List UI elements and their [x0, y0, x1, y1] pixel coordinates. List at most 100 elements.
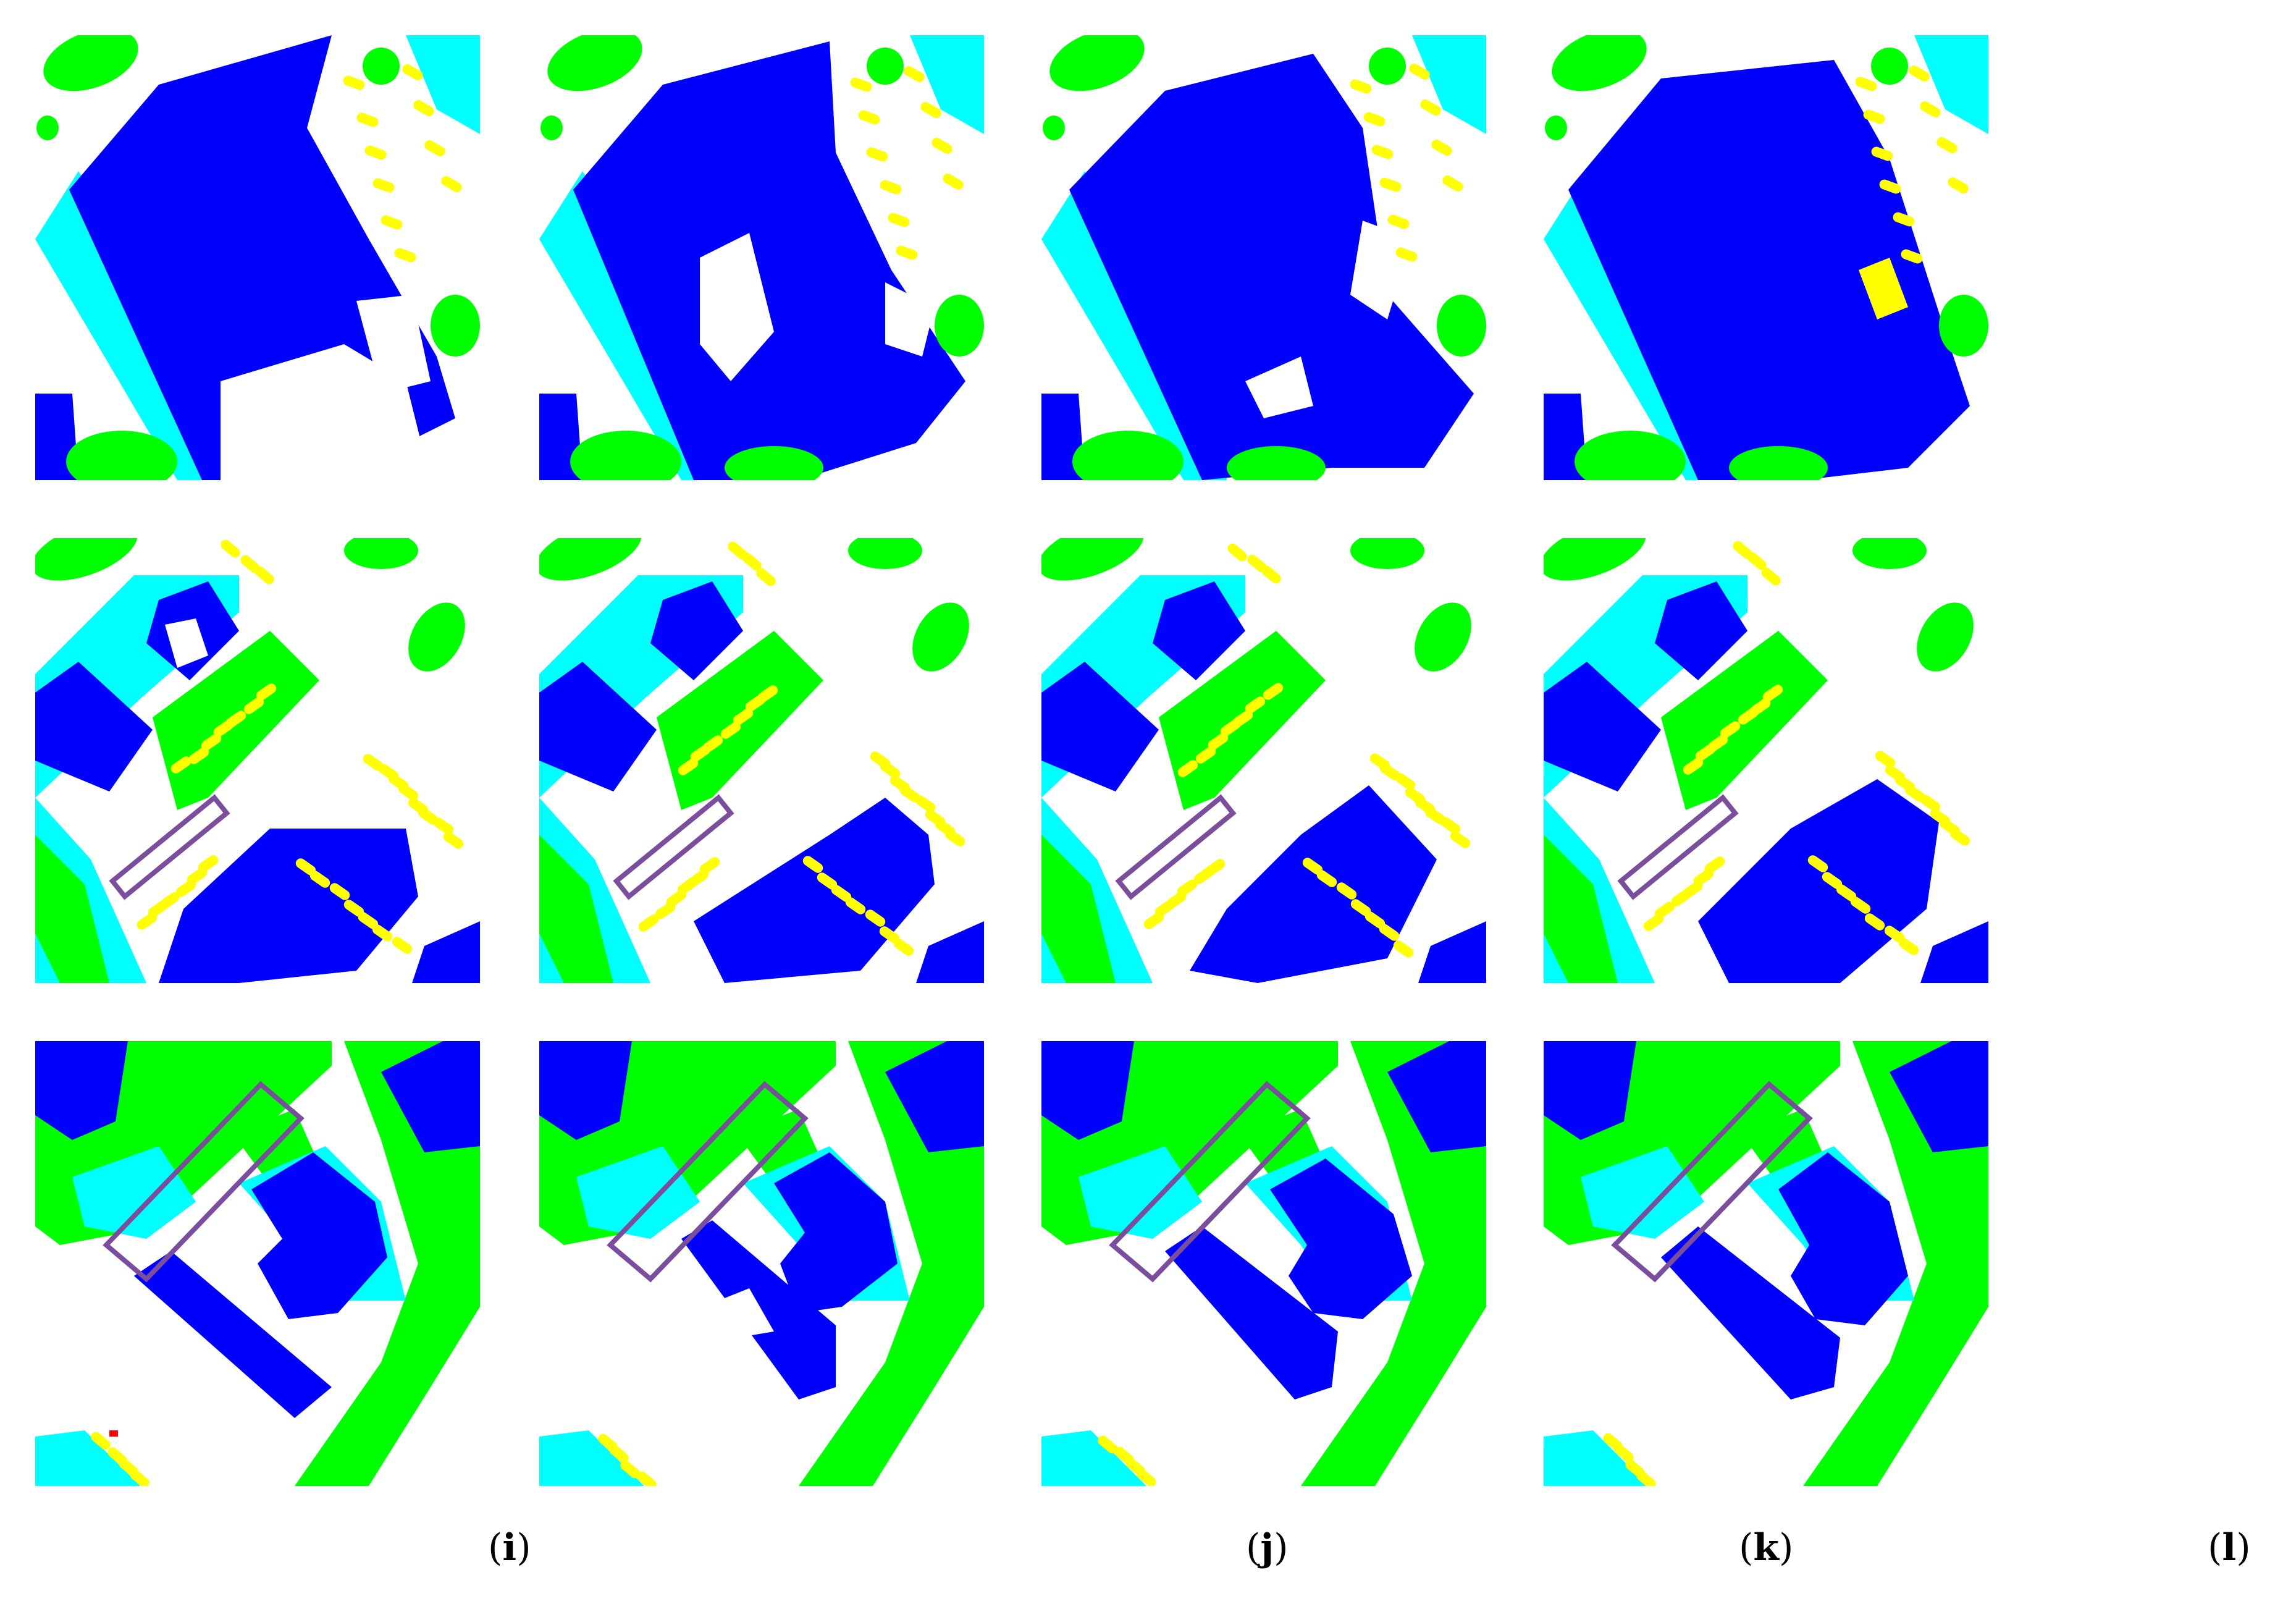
car-region: [1247, 554, 1267, 573]
tree-region: [1917, 602, 1974, 672]
tree-region: [66, 431, 177, 480]
car-region: [201, 733, 222, 751]
highlight-box: [1611, 1081, 1813, 1283]
caption-close: ): [2236, 1526, 2251, 1569]
car-region: [620, 1460, 640, 1479]
car-region: [742, 552, 762, 571]
building-region: [1890, 1041, 1988, 1152]
caption-i: (i): [488, 1529, 531, 1566]
caption-open: (: [488, 1526, 503, 1569]
highlight-box: [103, 1081, 305, 1283]
car-region: [329, 883, 350, 900]
car-region: [1195, 746, 1216, 764]
car-region: [1350, 79, 1372, 94]
car-region: [363, 754, 384, 771]
car-region: [372, 178, 395, 193]
caption-close: ): [1779, 1526, 1794, 1569]
car-region: [441, 176, 462, 192]
car-region: [1227, 543, 1247, 562]
building-region: [1041, 1041, 1134, 1140]
car-region: [1137, 1469, 1156, 1486]
building-region: [134, 1251, 332, 1418]
car-region: [1302, 858, 1323, 875]
car-region: [1683, 758, 1704, 775]
tree-region: [725, 446, 823, 480]
car-region: [1431, 140, 1452, 156]
car-region: [915, 795, 936, 813]
car-region: [850, 77, 872, 92]
car-region: [225, 711, 246, 728]
car-region: [243, 697, 264, 714]
tree-region: [344, 538, 418, 569]
segmentation-panel-r3-c3: [1041, 1041, 1486, 1486]
highlight-box: [607, 1081, 809, 1283]
tree-region: [1545, 116, 1567, 140]
tree-region: [1350, 538, 1424, 569]
car-region: [1920, 101, 1941, 117]
building-region: [1698, 779, 1939, 983]
car-region: [831, 885, 852, 902]
tree-region: [36, 116, 59, 140]
tree-region: [431, 295, 480, 357]
car-region: [1245, 696, 1266, 714]
car-region: [309, 871, 330, 888]
car-region: [1379, 763, 1400, 780]
tree-region: [1415, 602, 1471, 672]
building-region: [1544, 662, 1661, 791]
car-region: [893, 939, 914, 956]
car-region: [295, 858, 316, 876]
car-region: [443, 832, 464, 849]
car-region: [1884, 926, 1905, 943]
building-region: [573, 41, 965, 480]
tree-region: [1803, 1041, 1988, 1486]
building-region: [774, 1152, 898, 1313]
building-region: [1778, 1152, 1908, 1325]
car-region: [1420, 99, 1441, 116]
car-region: [1936, 137, 1957, 153]
building-region: [1568, 60, 1970, 480]
caption-close: ): [1274, 1526, 1289, 1569]
car-region: [728, 541, 747, 560]
tree-region: [547, 35, 642, 91]
car-region: [1904, 785, 1925, 802]
tree-region: [539, 835, 613, 983]
tree-region: [1544, 835, 1618, 983]
car-region: [1850, 897, 1871, 914]
tree-region: [570, 431, 681, 480]
tree-region: [1041, 538, 1144, 581]
tree-region: [295, 1041, 480, 1486]
tree-region: [935, 295, 984, 357]
car-region: [899, 785, 920, 803]
car-region: [418, 808, 439, 825]
car-region: [1822, 872, 1843, 889]
car-region: [1747, 552, 1767, 570]
car-region: [817, 872, 838, 890]
building-region: [35, 1041, 128, 1140]
car-region: [866, 147, 888, 162]
car-region: [91, 1432, 111, 1450]
car-region: [1409, 64, 1430, 80]
car-region: [1901, 249, 1923, 264]
caption-letter: j: [1260, 1526, 1274, 1569]
car-region: [188, 747, 209, 764]
car-region: [879, 926, 900, 943]
building-region: [1418, 921, 1486, 983]
caption-open: (: [2208, 1526, 2222, 1569]
building-region: [1041, 662, 1159, 791]
caption-l: (l): [2208, 1529, 2251, 1566]
car-region: [1879, 179, 1901, 194]
car-region: [1636, 1471, 1656, 1486]
segmentation-panel-r2-c1: [35, 538, 480, 983]
car-region: [880, 180, 902, 195]
tree-region: [1552, 35, 1647, 91]
car-region: [1720, 721, 1741, 738]
tree-region: [539, 538, 642, 581]
car-region: [931, 138, 952, 154]
tree-region: [799, 1041, 984, 1486]
car-region: [1395, 247, 1418, 262]
car-region: [944, 829, 965, 846]
segmentation-panel-r1-c4: [1544, 35, 1988, 480]
car-region: [678, 758, 699, 775]
tree-region: [867, 48, 904, 85]
